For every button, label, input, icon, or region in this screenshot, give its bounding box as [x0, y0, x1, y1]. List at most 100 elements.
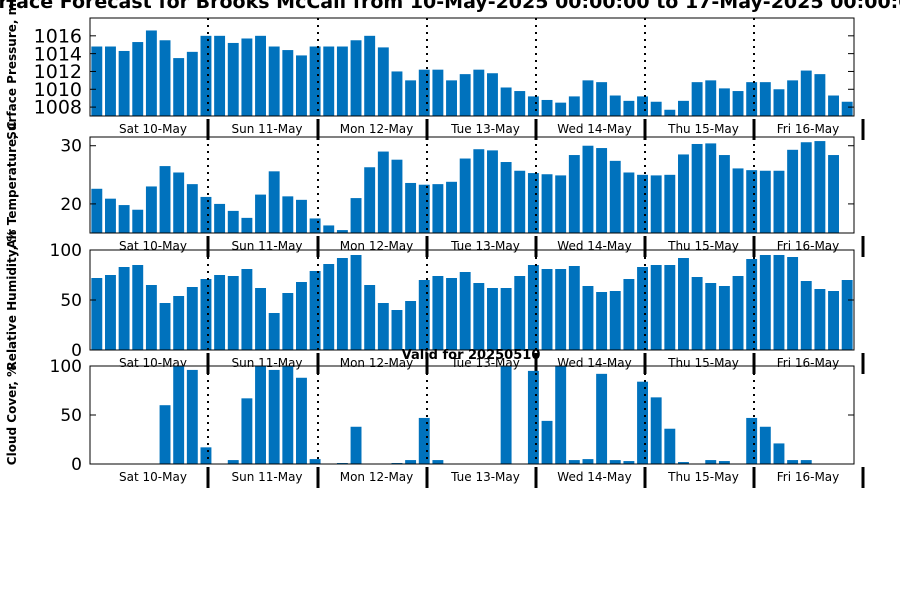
bar	[296, 282, 307, 350]
bar	[91, 46, 103, 117]
bar	[255, 288, 266, 350]
y-tick-label: 20	[60, 195, 82, 215]
bar	[718, 461, 730, 464]
day-label: Fri 16-May	[777, 470, 840, 484]
bar	[814, 289, 826, 350]
bar	[145, 186, 157, 233]
bar	[350, 255, 362, 350]
bar	[336, 46, 348, 117]
bar	[609, 291, 621, 350]
day-label: Sun 11-May	[231, 470, 302, 484]
y-tick-label: 100	[50, 357, 82, 377]
bar	[555, 366, 567, 464]
bar	[650, 265, 662, 350]
day-label: Mon 12-May	[340, 470, 414, 484]
bar	[637, 96, 648, 116]
y-tick-label: 1012	[34, 61, 82, 83]
bar	[282, 50, 294, 116]
bar	[841, 280, 853, 350]
bar	[473, 283, 485, 350]
bar	[459, 272, 471, 350]
day-label: Thu 15-May	[667, 122, 739, 136]
bar	[514, 276, 526, 350]
bar	[718, 88, 730, 116]
bar	[527, 265, 539, 350]
bar	[596, 82, 608, 116]
bar	[787, 149, 799, 233]
bar	[132, 265, 144, 350]
bar	[527, 173, 539, 233]
bar	[759, 255, 771, 350]
bar	[787, 460, 799, 464]
y-tick-label: 1014	[34, 43, 82, 65]
bar	[582, 286, 594, 350]
bar	[650, 175, 662, 233]
bar	[732, 168, 744, 233]
bar	[596, 148, 608, 233]
day-label: Wed 14-May	[557, 470, 631, 484]
bar	[377, 303, 389, 350]
bar	[759, 426, 771, 464]
bar	[405, 80, 417, 116]
bar	[105, 198, 116, 233]
bar	[173, 296, 185, 350]
bar	[446, 80, 457, 116]
bar	[268, 171, 280, 233]
bar	[487, 150, 498, 233]
bar	[732, 276, 744, 350]
y-axis-label: Air Temperature, C	[5, 121, 19, 249]
day-label: Wed 14-May	[557, 356, 631, 370]
bar	[391, 71, 403, 116]
y-tick-label: 100	[50, 241, 82, 261]
bar	[800, 281, 812, 350]
y-tick-label: 1010	[34, 79, 82, 101]
bar	[200, 35, 212, 116]
bar	[173, 58, 185, 116]
bar	[746, 417, 758, 464]
bar	[159, 405, 171, 464]
day-label: Tue 13-May	[450, 122, 520, 136]
bar	[350, 198, 362, 233]
day-label: Mon 12-May	[340, 239, 414, 253]
bar	[800, 142, 812, 233]
bar	[227, 210, 239, 233]
bar	[637, 381, 648, 464]
bar	[541, 420, 553, 464]
bar	[705, 460, 717, 464]
bar	[609, 160, 621, 233]
bar	[596, 373, 608, 464]
bar	[541, 99, 553, 116]
bar	[746, 170, 758, 233]
bar	[118, 205, 130, 233]
y-axis-label: Cloud Cover, %	[5, 365, 19, 465]
bar	[664, 174, 676, 233]
bar	[459, 158, 471, 233]
bar	[828, 155, 839, 233]
bar	[691, 143, 703, 233]
bar	[145, 30, 157, 116]
y-tick-label: 1008	[34, 97, 82, 119]
bar	[309, 271, 321, 350]
bar	[664, 109, 676, 116]
y-tick-label: 50	[60, 406, 82, 426]
bar	[186, 287, 198, 350]
bar	[282, 196, 294, 233]
bar	[432, 184, 444, 233]
bar	[787, 80, 799, 116]
bar	[186, 184, 198, 233]
bar	[118, 50, 130, 116]
bar	[773, 443, 785, 464]
day-label: Wed 14-May	[557, 239, 631, 253]
day-label: Thu 15-May	[667, 470, 739, 484]
bar	[432, 276, 444, 350]
bar	[568, 266, 580, 350]
bar	[541, 269, 553, 350]
bar	[500, 87, 512, 116]
bar	[691, 82, 703, 116]
bar	[746, 82, 758, 116]
bar	[705, 80, 717, 116]
bar	[118, 267, 130, 350]
bar	[432, 460, 444, 464]
bar	[678, 462, 689, 464]
